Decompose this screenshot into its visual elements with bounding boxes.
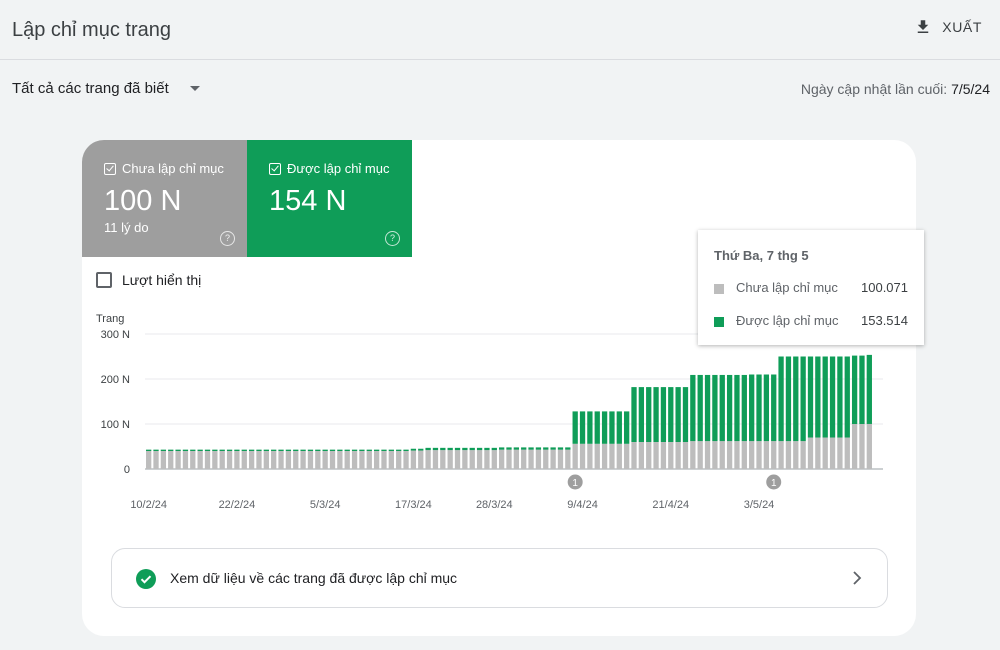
tooltip-series-name: Chưa lập chỉ mục bbox=[736, 280, 838, 295]
page-title: Lập chỉ mục trang bbox=[12, 19, 171, 41]
impressions-toggle[interactable]: Lượt hiển thị bbox=[96, 272, 201, 288]
impressions-label: Lượt hiển thị bbox=[122, 272, 202, 288]
export-label: XUẤT bbox=[942, 19, 982, 35]
filter-bar: Tất cả các trang đã biết Ngày cập nhật l… bbox=[0, 60, 1000, 120]
export-button[interactable]: XUẤT bbox=[914, 18, 982, 36]
legend-swatch bbox=[714, 317, 724, 327]
tooltip-date: Thứ Ba, 7 thg 5 bbox=[714, 248, 809, 263]
legend-swatch bbox=[714, 284, 724, 294]
tile-value: 100 N bbox=[104, 185, 182, 217]
checkbox-checked-icon bbox=[269, 163, 281, 175]
page-filter-dropdown[interactable]: Tất cả các trang đã biết bbox=[12, 80, 200, 97]
last-updated-label: Ngày cập nhật lần cuối: bbox=[800, 81, 952, 97]
tile-value: 154 N bbox=[269, 185, 347, 217]
tooltip-series-name: Được lập chỉ mục bbox=[736, 313, 839, 328]
view-indexed-pages-link[interactable]: Xem dữ liệu về các trang đã được lập chỉ… bbox=[111, 548, 888, 608]
dropdown-caret-icon bbox=[189, 86, 200, 91]
check-circle-icon bbox=[136, 569, 156, 589]
tile-indexed[interactable]: Được lập chỉ mục 154 N ? bbox=[247, 140, 412, 257]
tile-label: Được lập chỉ mục bbox=[287, 161, 390, 176]
checkbox-checked-icon bbox=[104, 163, 116, 175]
tile-label: Chưa lập chỉ mục bbox=[122, 161, 224, 176]
page-header: Lập chỉ mục trang XUẤT bbox=[0, 0, 1000, 60]
last-updated: Ngày cập nhật lần cuối: 7/5/24 bbox=[801, 81, 990, 97]
checkbox-unchecked-icon[interactable] bbox=[96, 272, 112, 288]
tooltip-series-value: 153.514 bbox=[861, 313, 908, 328]
download-icon bbox=[918, 20, 929, 33]
tooltip-series-value: 100.071 bbox=[861, 280, 908, 295]
tile-not-indexed[interactable]: Chưa lập chỉ mục 100 N 11 lý do ? bbox=[82, 140, 247, 257]
link-label: Xem dữ liệu về các trang đã được lập chỉ… bbox=[170, 570, 458, 586]
help-icon[interactable]: ? bbox=[385, 231, 400, 246]
chart-tooltip: Thứ Ba, 7 thg 5 Chưa lập chỉ mục 100.071… bbox=[698, 230, 924, 345]
help-icon[interactable]: ? bbox=[220, 231, 235, 246]
chevron-right-icon bbox=[853, 571, 862, 585]
page-filter-value: Tất cả các trang đã biết bbox=[12, 80, 169, 97]
last-updated-date: 7/5/24 bbox=[951, 81, 990, 97]
tile-reasons: 11 lý do bbox=[104, 220, 149, 235]
